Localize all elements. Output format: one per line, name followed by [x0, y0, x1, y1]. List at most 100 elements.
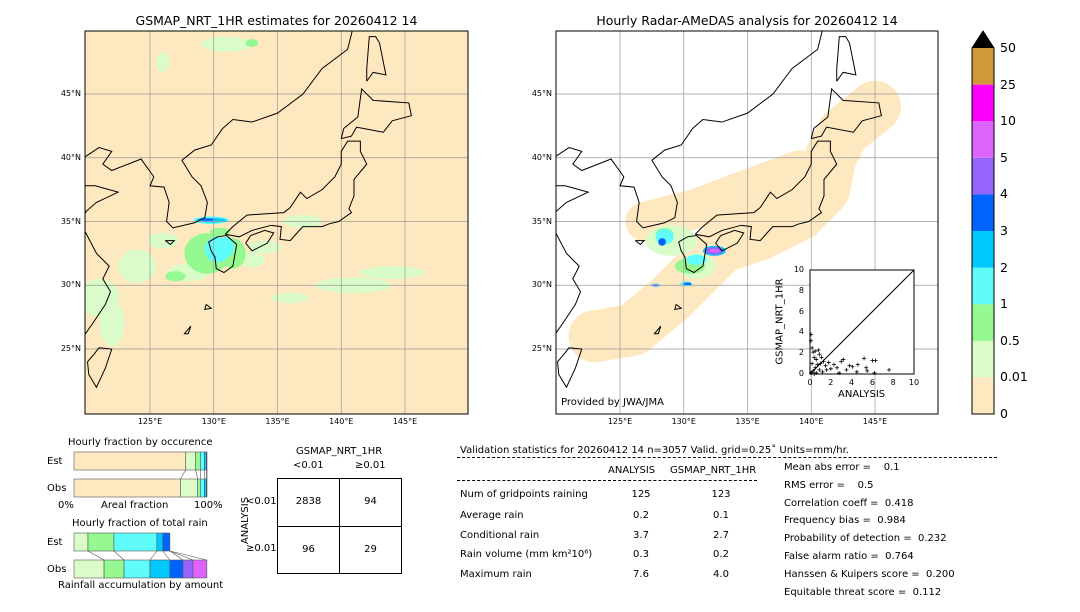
moderate-rain-area	[245, 39, 259, 47]
scatter-ylabel: GSMAP_NRT_1HR	[774, 278, 786, 365]
totalrain-bar-segment	[169, 559, 184, 579]
left-map-title: GSMAP_NRT_1HR estimates for 20260412 14	[135, 13, 418, 28]
cell-hit: 29	[364, 544, 377, 555]
stats-row-gsmap: 2.7	[713, 530, 729, 541]
lat-tick-label: 35°N	[531, 216, 552, 226]
scatter-point	[812, 372, 817, 376]
scatter-point	[817, 367, 822, 372]
score-text: Equitable threat score = 0.112	[784, 586, 942, 598]
scatter-point	[820, 369, 825, 374]
right-map-title: Hourly Radar-AMeDAS analysis for 2026041…	[596, 13, 898, 28]
colorbar-tick-label: 1	[1000, 296, 1008, 312]
lat-tick-label: 45°N	[531, 89, 552, 98]
occurrence-bar-segment	[206, 478, 208, 498]
occurrence-bar-segment	[185, 451, 196, 471]
coastline	[87, 347, 113, 389]
coastline	[715, 229, 745, 252]
scatter-x-tick: 2	[828, 378, 834, 387]
totalrain-bar-segment	[73, 559, 105, 579]
stats-row-gsmap: 123	[711, 489, 731, 500]
connector-line	[180, 469, 186, 480]
scatter-point	[854, 369, 859, 374]
lat-tick-label: 40°N	[531, 152, 552, 162]
scatter-point	[810, 361, 815, 366]
scatter-point	[847, 363, 852, 368]
lon-tick-label: 145°E	[392, 417, 418, 426]
scatter-point	[811, 368, 816, 373]
radar-coverage	[625, 150, 819, 242]
map-background	[85, 31, 468, 414]
colorbar-segment	[972, 304, 994, 341]
lon-tick-label: 125°E	[137, 417, 163, 426]
scatter-point	[841, 357, 846, 362]
connector-line	[149, 550, 158, 561]
colorbar-segment	[972, 157, 994, 195]
rain-area	[658, 238, 666, 246]
table-row-1: ≥0.01	[246, 543, 277, 554]
scatter-point	[809, 332, 814, 337]
scatter-point	[817, 352, 822, 357]
connector-line	[169, 550, 194, 561]
colorbar-segment	[972, 377, 994, 414]
coastline	[557, 347, 583, 389]
scatter-x-tick: 0	[807, 378, 813, 387]
light-rain-area	[271, 292, 310, 304]
scatter-point	[824, 367, 829, 372]
cell-hits-none: 2838	[295, 496, 322, 507]
scatter-point	[813, 349, 818, 354]
totalrain-bar-segment	[192, 559, 208, 579]
stats-row-gsmap: 4.0	[713, 569, 729, 580]
rain-5-10-area	[709, 248, 720, 253]
map-frame	[84, 30, 469, 415]
totalrain-bar-segment	[87, 532, 115, 552]
coastline	[245, 229, 275, 252]
scatter-point	[826, 360, 831, 365]
coastline	[836, 36, 857, 82]
moderate-rain-area	[165, 271, 186, 282]
stats-row-label: Conditional rain	[460, 530, 540, 541]
coastline	[556, 31, 823, 229]
lat-tick-label: 30°N	[531, 280, 552, 290]
radar-coverage	[568, 80, 901, 363]
stats-row-analysis: 0.3	[633, 549, 649, 560]
score-text: False alarm ratio = 0.764	[784, 551, 914, 562]
scatter-point	[873, 358, 878, 363]
scatter-point	[814, 357, 819, 362]
scatter-point	[837, 370, 842, 375]
occ-est-label: Est	[47, 456, 63, 467]
scatter-x-tick: 4	[849, 378, 855, 387]
scatter-point	[815, 362, 820, 367]
coastline	[224, 140, 368, 242]
coastline	[208, 234, 238, 274]
score-text: Frequency bias = 0.984	[784, 515, 906, 527]
colorbar-tick-label: 2	[1000, 259, 1008, 275]
colorbar-tick-label: 10	[1000, 113, 1016, 129]
cell-miss: 96	[302, 544, 315, 555]
light-rain-area	[248, 240, 282, 254]
coastline	[85, 31, 353, 229]
light-rain-area	[118, 249, 157, 283]
totalrain-bar-segment	[149, 559, 171, 579]
stats-row-label: Num of gridpoints raining	[460, 489, 588, 500]
scatter-point	[864, 365, 869, 370]
occurrence-bar-segment	[200, 451, 205, 471]
colorbar-segment	[972, 48, 994, 85]
totalrain-bar-segment	[73, 532, 89, 552]
occurrence-bar-segment	[200, 478, 205, 498]
table-row-0: <0.01	[246, 496, 277, 507]
coastline	[674, 303, 683, 311]
scatter-y-tick: 4	[798, 327, 804, 337]
stats-row-label: Average rain	[460, 510, 524, 521]
score-text: Probability of detection = 0.232	[784, 533, 947, 545]
coastline	[653, 325, 662, 335]
colorbar-tick-label: 0.01	[1000, 369, 1028, 385]
contingency-table: 2838 94 96 29	[277, 478, 402, 574]
scatter-point	[823, 363, 828, 368]
stats-row-analysis: 0.2	[633, 510, 649, 521]
light-rain-area	[99, 300, 125, 347]
light-rain-area	[360, 266, 425, 279]
map-frame	[555, 30, 939, 415]
colorbar-extend-arrow	[972, 31, 994, 48]
coastline	[340, 87, 412, 140]
occurrence-bar-segment	[180, 478, 198, 498]
